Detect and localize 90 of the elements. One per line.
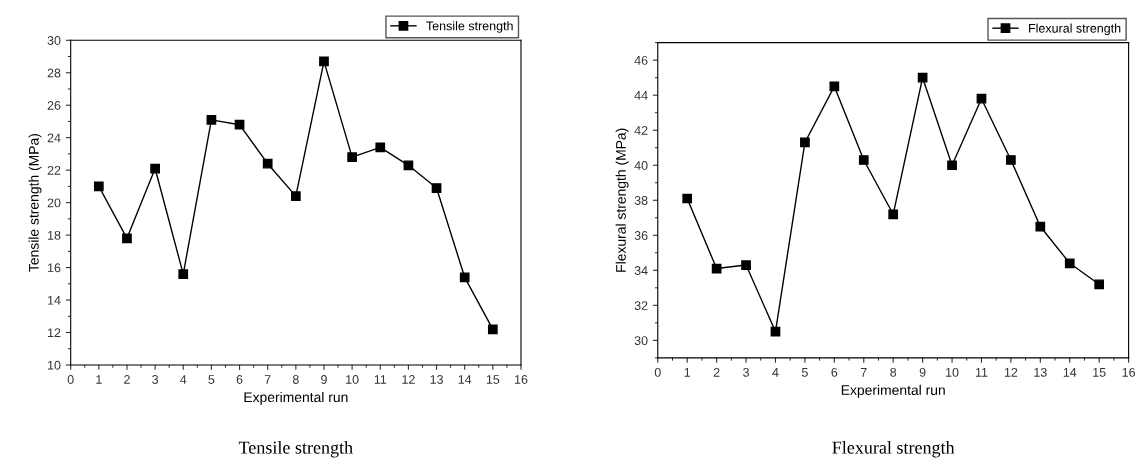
x-tick-label: 6 <box>236 375 243 384</box>
point <box>800 137 810 148</box>
y-tick-label: 24 <box>47 133 61 143</box>
text: Tensile strength <box>238 440 353 458</box>
point <box>290 191 301 202</box>
point <box>347 152 357 163</box>
x-tick-label: 11 <box>374 375 387 384</box>
point <box>431 183 442 193</box>
point <box>741 260 751 270</box>
x-tick-label: 13 <box>1034 367 1047 377</box>
x-tick-label: 11 <box>975 368 988 377</box>
x-axis-title: Experimental run <box>841 384 945 398</box>
text: Flexural strength <box>832 440 955 458</box>
x-tick-label: 9 <box>321 375 327 384</box>
legend-label: Flexural strength <box>1029 23 1121 36</box>
point <box>1006 155 1016 165</box>
y-tick-label: 40 <box>634 161 648 170</box>
y-axis-title: Tensile strength (MPa) <box>28 134 42 272</box>
y-tick-label: 30 <box>47 36 61 45</box>
x-tick-label: 9 <box>919 367 926 377</box>
x-tick-label: 14 <box>1063 368 1077 377</box>
x-tick-label: 10 <box>346 375 359 384</box>
x-tick-label: 4 <box>772 368 779 377</box>
y-tick-label: 14 <box>48 295 61 305</box>
y-tick-label: 36 <box>634 231 648 240</box>
point <box>487 324 498 335</box>
y-tick-label: 46 <box>634 55 648 65</box>
y-tick-label: 10 <box>48 360 61 370</box>
y-tick-label: 22 <box>47 165 61 175</box>
x-tick-label: 8 <box>890 367 897 377</box>
point <box>150 163 160 174</box>
y-tick-label: 42 <box>634 126 648 135</box>
x-tick-label: 16 <box>514 375 528 384</box>
x-tick-label: 16 <box>1122 367 1135 377</box>
point <box>403 160 414 171</box>
x-tick-label: 15 <box>1093 368 1106 377</box>
x-tick-label: 2 <box>713 367 720 377</box>
point <box>93 181 104 192</box>
x-tick-label: 1 <box>96 375 102 384</box>
y-tick-label: 38 <box>634 196 648 205</box>
x-tick-label: 6 <box>831 367 838 377</box>
point <box>375 142 386 153</box>
y-axis-title: Flexural strength (MPa) <box>615 128 629 272</box>
x-tick-label: 4 <box>180 375 187 384</box>
x-tick-label: 15 <box>486 375 500 384</box>
point <box>262 158 273 169</box>
y-tick-label: 30 <box>634 336 648 346</box>
x-tick-label: 12 <box>402 375 415 384</box>
x-tick-label: 7 <box>860 368 867 377</box>
x-tick-label: 12 <box>1004 367 1018 377</box>
point <box>682 193 693 204</box>
x-tick-label: 13 <box>430 375 443 384</box>
y-tick-label: 26 <box>47 101 61 110</box>
point <box>858 155 869 165</box>
x-axis-title: Experimental run <box>244 391 348 405</box>
y-tick-label: 44 <box>634 91 648 100</box>
y-tick-label: 28 <box>47 68 61 78</box>
point <box>206 114 217 125</box>
x-tick-label: 2 <box>124 375 130 384</box>
point <box>122 233 132 244</box>
x-tick-label: 10 <box>946 367 959 377</box>
point <box>1035 221 1046 232</box>
y-tick-label: 16 <box>48 263 61 273</box>
x-tick-label: 3 <box>152 375 159 384</box>
x-tick-label: 0 <box>67 375 74 384</box>
point <box>459 272 470 283</box>
point <box>319 56 329 67</box>
legend-label: Tensile strength <box>426 21 513 33</box>
point <box>234 119 245 130</box>
y-tick-label: 20 <box>47 198 61 208</box>
y-tick-label: 32 <box>634 301 648 310</box>
y-tick-label: 18 <box>48 230 61 240</box>
x-tick-label: 0 <box>654 367 661 377</box>
x-tick-label: 3 <box>743 367 749 377</box>
point <box>976 93 987 104</box>
x-tick-label: 1 <box>684 368 691 377</box>
x-tick-label: 7 <box>264 375 271 384</box>
x-tick-label: 5 <box>208 375 215 384</box>
point <box>1094 279 1105 290</box>
point <box>1064 258 1075 269</box>
point <box>888 209 899 220</box>
point <box>947 160 957 171</box>
point <box>178 269 189 279</box>
point <box>917 72 928 83</box>
y-tick-label: 34 <box>634 266 648 275</box>
x-tick-label: 8 <box>292 375 299 384</box>
point <box>829 81 840 92</box>
x-tick-label: 5 <box>801 368 808 377</box>
x-tick-label: 14 <box>458 375 472 384</box>
y-tick-label: 12 <box>48 328 61 338</box>
